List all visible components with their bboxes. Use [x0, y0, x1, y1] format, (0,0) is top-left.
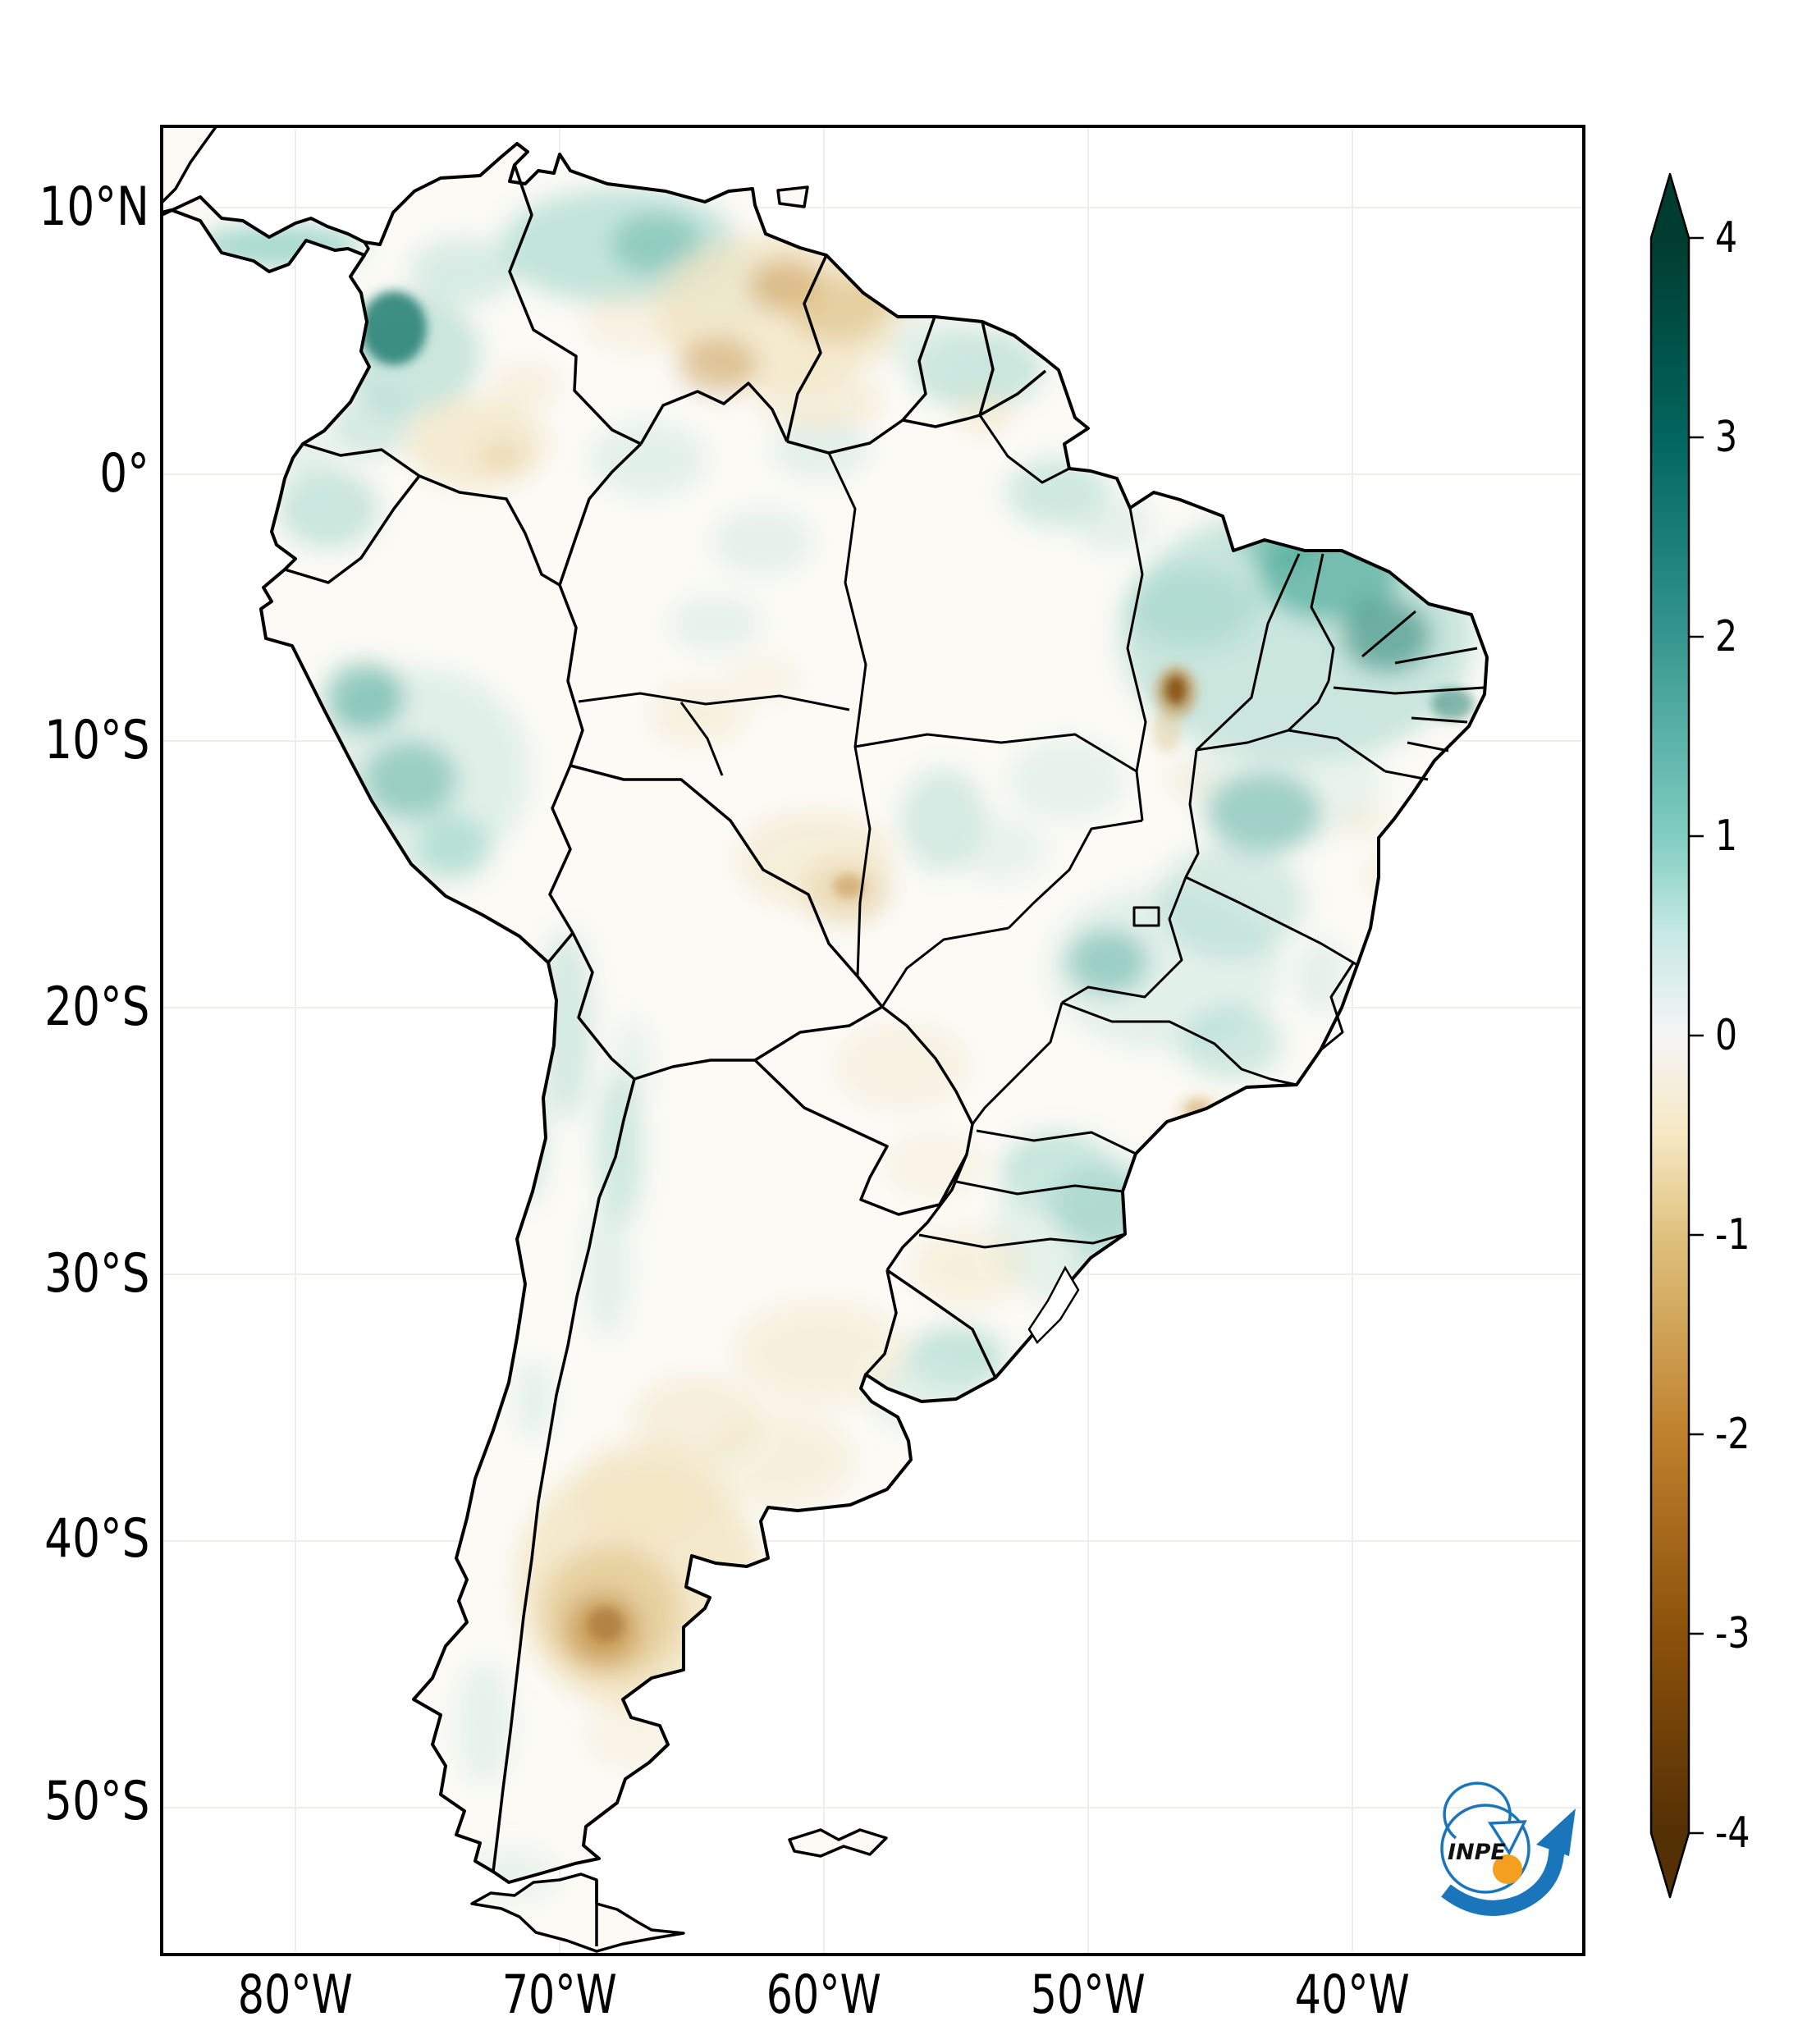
colorbar-gradient-bar — [1649, 172, 1690, 1899]
patos-lagoon — [1027, 1265, 1080, 1344]
colorbar-label-m3: -3 — [1715, 1609, 1750, 1658]
lat-tick-20s: 20°S — [43, 976, 149, 1038]
colorbar-label-1: 1 — [1715, 812, 1737, 861]
lon-tick-70w: 70°W — [501, 1964, 617, 2026]
lat-tick-50s: 50°S — [43, 1771, 149, 1832]
colorbar-label-2: 2 — [1715, 612, 1737, 661]
brazil-state-borders — [578, 414, 1485, 1249]
inpe-sun-circle-icon — [1493, 1854, 1522, 1884]
colorbar-label-m2: -2 — [1715, 1410, 1750, 1459]
inpe-orbit-circle-icon — [1440, 1804, 1530, 1894]
map-frame — [160, 125, 1585, 1956]
inpe-swoosh-arrowhead-icon — [1536, 1809, 1576, 1856]
colorbar-ticks — [1689, 236, 1704, 1835]
lon-tick-80w: 80°W — [237, 1964, 353, 2026]
inpe-logo: INPE — [1440, 1781, 1576, 1916]
lat-tick-40s: 40°S — [43, 1508, 149, 1570]
lon-tick-50w: 50°W — [1030, 1964, 1146, 2026]
lat-tick-30s: 30°S — [43, 1243, 149, 1305]
colorbar-tick-labels: 4 3 2 1 0 -1 -2 -3 -4 — [1715, 213, 1750, 1858]
colorbar-label-3: 3 — [1715, 413, 1737, 462]
lat-tick-0: 0° — [99, 443, 149, 505]
colorbar-label-4: 4 — [1715, 213, 1737, 263]
distrito-federal-outline — [1132, 906, 1160, 927]
colorbar-label-0: 0 — [1715, 1011, 1737, 1060]
colorbar-label-m1: -1 — [1715, 1210, 1750, 1260]
colorbar-label-m4: -4 — [1715, 1809, 1750, 1858]
colorbar: 4 3 2 1 0 -1 -2 -3 -4 — [1649, 172, 1750, 1899]
inpe-swoosh-arrow-icon — [1441, 1847, 1565, 1916]
lat-tick-10n: 10°N — [39, 176, 149, 238]
country-borders — [284, 164, 1047, 1946]
map-south-america-spei: INPE — [160, 125, 1585, 1956]
lat-tick-10s: 10°S — [43, 710, 149, 771]
inpe-wordmark: INPE — [1448, 1840, 1506, 1865]
lon-tick-40w: 40°W — [1294, 1964, 1410, 2026]
inpe-inner-orbit-icon — [1443, 1781, 1512, 1840]
inpe-down-arrowhead-icon — [1487, 1820, 1527, 1856]
lon-tick-60w: 60°W — [766, 1964, 881, 2026]
